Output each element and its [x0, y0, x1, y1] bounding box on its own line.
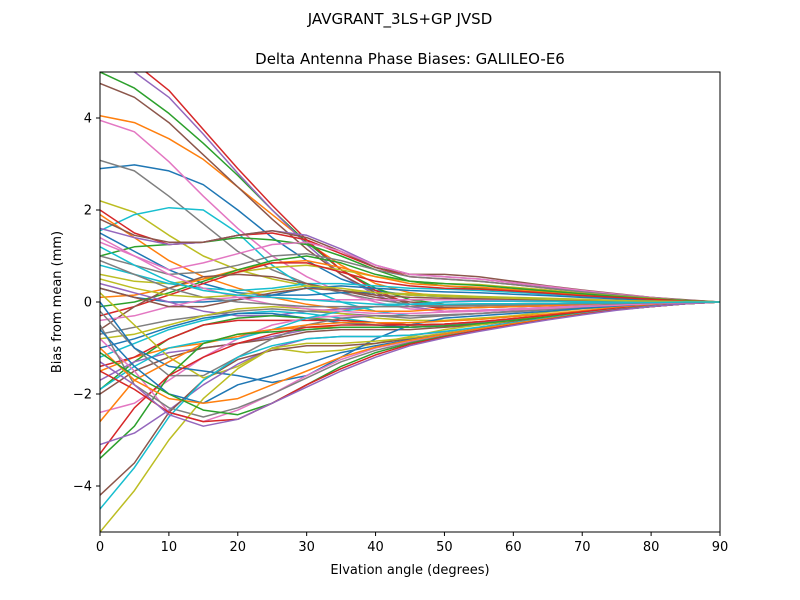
y-axis: −4 −2 0 2 4: [73, 112, 100, 495]
y-tick-label: 4: [84, 112, 92, 127]
series-line-24: [100, 262, 720, 317]
series-line-17: [100, 241, 720, 303]
y-axis-label: Bias from mean (mm): [50, 231, 65, 373]
x-axis: 0 10 20 30 40 50 60 70 80 90: [96, 532, 728, 555]
chart-suptitle: JAVGRANT_3LS+GP JVSD: [307, 10, 493, 29]
x-tick-label: 40: [367, 540, 384, 555]
series-line-44: [100, 301, 720, 455]
x-tick-label: 60: [505, 540, 522, 555]
y-tick-label: −4: [73, 480, 92, 495]
x-axis-label: Elvation angle (degrees): [330, 563, 489, 578]
x-tick-label: 90: [712, 540, 729, 555]
series-line-23: [100, 255, 720, 308]
y-tick-label: 0: [84, 296, 92, 311]
x-tick-label: 50: [436, 540, 453, 555]
series-line-59: [100, 278, 720, 303]
series-line-18: [100, 252, 720, 303]
series-line-55: [100, 301, 720, 427]
series-line-60: [100, 246, 720, 306]
series-lines: [100, 72, 720, 532]
y-tick-label: 2: [84, 204, 92, 219]
x-tick-label: 20: [230, 540, 247, 555]
y-tick-label: −2: [73, 388, 92, 403]
x-tick-label: 30: [298, 540, 315, 555]
x-tick-label: 0: [96, 540, 104, 555]
chart-title: Delta Antenna Phase Biases: GALILEO-E6: [255, 50, 565, 68]
x-tick-label: 10: [161, 540, 178, 555]
x-tick-label: 70: [574, 540, 591, 555]
x-tick-label: 80: [643, 540, 660, 555]
series-line-57: [100, 236, 720, 315]
series-line-21: [100, 285, 720, 303]
